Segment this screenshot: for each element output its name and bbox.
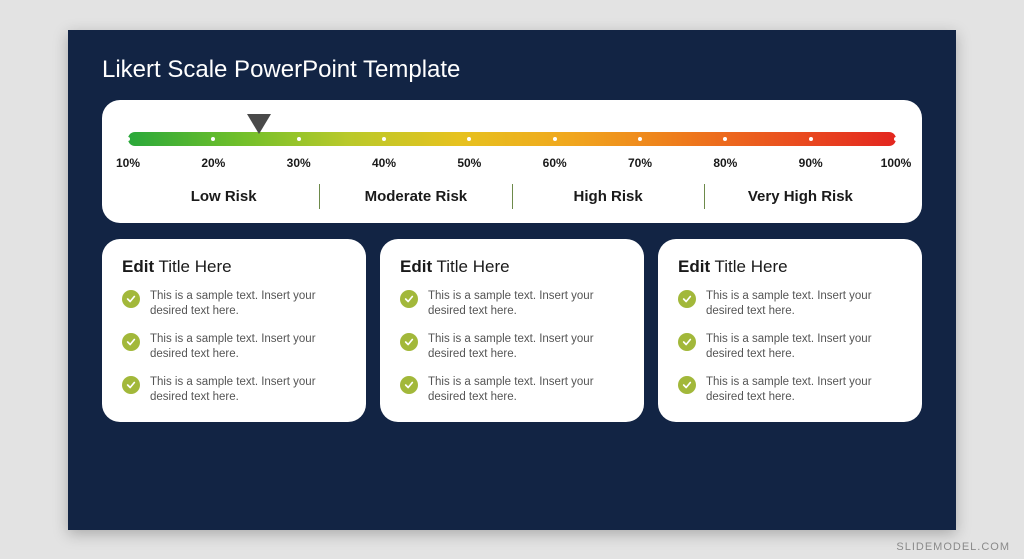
watermark: SLIDEMODEL.COM [896, 541, 1010, 553]
scale-tick-label: 60% [543, 156, 567, 170]
card-title-bold: Edit [678, 257, 710, 276]
bullet-item: This is a sample text. Insert your desir… [122, 332, 346, 363]
check-icon [400, 290, 418, 308]
scale-tick-label: 80% [713, 156, 737, 170]
bullet-item: This is a sample text. Insert your desir… [678, 375, 902, 406]
bullet-text: This is a sample text. Insert your desir… [150, 332, 346, 363]
bullet-text: This is a sample text. Insert your desir… [150, 375, 346, 406]
bullet-text: This is a sample text. Insert your desir… [428, 332, 624, 363]
card-title-bold: Edit [122, 257, 154, 276]
card-title-rest: Title Here [154, 257, 231, 276]
risk-band-label: High Risk [513, 184, 705, 209]
risk-band-label: Low Risk [128, 184, 320, 209]
bullet-text: This is a sample text. Insert your desir… [706, 375, 902, 406]
scale-tick-label: 100% [881, 156, 912, 170]
scale-tick [126, 137, 130, 141]
risk-band-row: Low RiskModerate RiskHigh RiskVery High … [128, 184, 896, 209]
card-row: Edit Title Here This is a sample text. In… [102, 239, 922, 422]
check-icon [400, 376, 418, 394]
scale-tick [382, 137, 386, 141]
card-title-bold: Edit [400, 257, 432, 276]
check-icon [678, 376, 696, 394]
scale-ticks [128, 134, 896, 144]
scale-tick-label: 20% [201, 156, 225, 170]
bullet-item: This is a sample text. Insert your desir… [400, 289, 624, 320]
risk-band-label: Moderate Risk [320, 184, 512, 209]
scale-panel: 10% 20% 30% 40% 50% 60% 70% 80% 90% 100% Low Risk… [102, 100, 922, 223]
card-title-rest: Title Here [710, 257, 787, 276]
card-title: Edit Title Here [400, 257, 624, 277]
scale-tick [638, 137, 642, 141]
card-title-rest: Title Here [432, 257, 509, 276]
scale-tick-labels: 10%20%30%40%50%60%70%80%90%100% [128, 156, 896, 174]
bullet-item: This is a sample text. Insert your desir… [122, 375, 346, 406]
scale-tick [809, 137, 813, 141]
bullet-text: This is a sample text. Insert your desir… [706, 332, 902, 363]
check-icon [122, 376, 140, 394]
check-icon [400, 333, 418, 351]
risk-band-label: Very High Risk [705, 184, 896, 209]
scale-bar-wrap [128, 116, 896, 154]
page-title: Likert Scale PowerPoint Template [102, 56, 922, 84]
scale-pointer-icon [247, 114, 271, 134]
scale-tick [467, 137, 471, 141]
scale-tick [297, 137, 301, 141]
scale-tick-label: 10% [116, 156, 140, 170]
bullet-text: This is a sample text. Insert your desir… [150, 289, 346, 320]
scale-tick-label: 70% [628, 156, 652, 170]
scale-tick-label: 50% [457, 156, 481, 170]
scale-tick [553, 137, 557, 141]
info-card: Edit Title Here This is a sample text. In… [380, 239, 644, 422]
bullet-item: This is a sample text. Insert your desir… [400, 375, 624, 406]
check-icon [122, 333, 140, 351]
bullet-text: This is a sample text. Insert your desir… [706, 289, 902, 320]
bullet-text: This is a sample text. Insert your desir… [428, 289, 624, 320]
bullet-item: This is a sample text. Insert your desir… [678, 332, 902, 363]
check-icon [122, 290, 140, 308]
scale-tick [894, 137, 898, 141]
scale-tick-label: 30% [287, 156, 311, 170]
scale-tick [723, 137, 727, 141]
card-title: Edit Title Here [122, 257, 346, 277]
slide: Likert Scale PowerPoint Template 10% 20% 3… [68, 30, 956, 530]
scale-tick-label: 40% [372, 156, 396, 170]
bullet-item: This is a sample text. Insert your desir… [400, 332, 624, 363]
check-icon [678, 333, 696, 351]
scale-tick-label: 90% [799, 156, 823, 170]
bullet-item: This is a sample text. Insert your desir… [122, 289, 346, 320]
bullet-item: This is a sample text. Insert your desir… [678, 289, 902, 320]
check-icon [678, 290, 696, 308]
bullet-text: This is a sample text. Insert your desir… [428, 375, 624, 406]
info-card: Edit Title Here This is a sample text. In… [658, 239, 922, 422]
info-card: Edit Title Here This is a sample text. In… [102, 239, 366, 422]
scale-tick [211, 137, 215, 141]
card-title: Edit Title Here [678, 257, 902, 277]
